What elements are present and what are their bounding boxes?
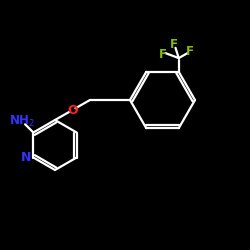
- Text: N: N: [21, 151, 32, 164]
- Text: F: F: [186, 45, 194, 58]
- Text: F: F: [170, 38, 178, 51]
- Text: F: F: [158, 48, 166, 61]
- Text: O: O: [67, 104, 78, 117]
- Text: NH$_2$: NH$_2$: [9, 114, 35, 129]
